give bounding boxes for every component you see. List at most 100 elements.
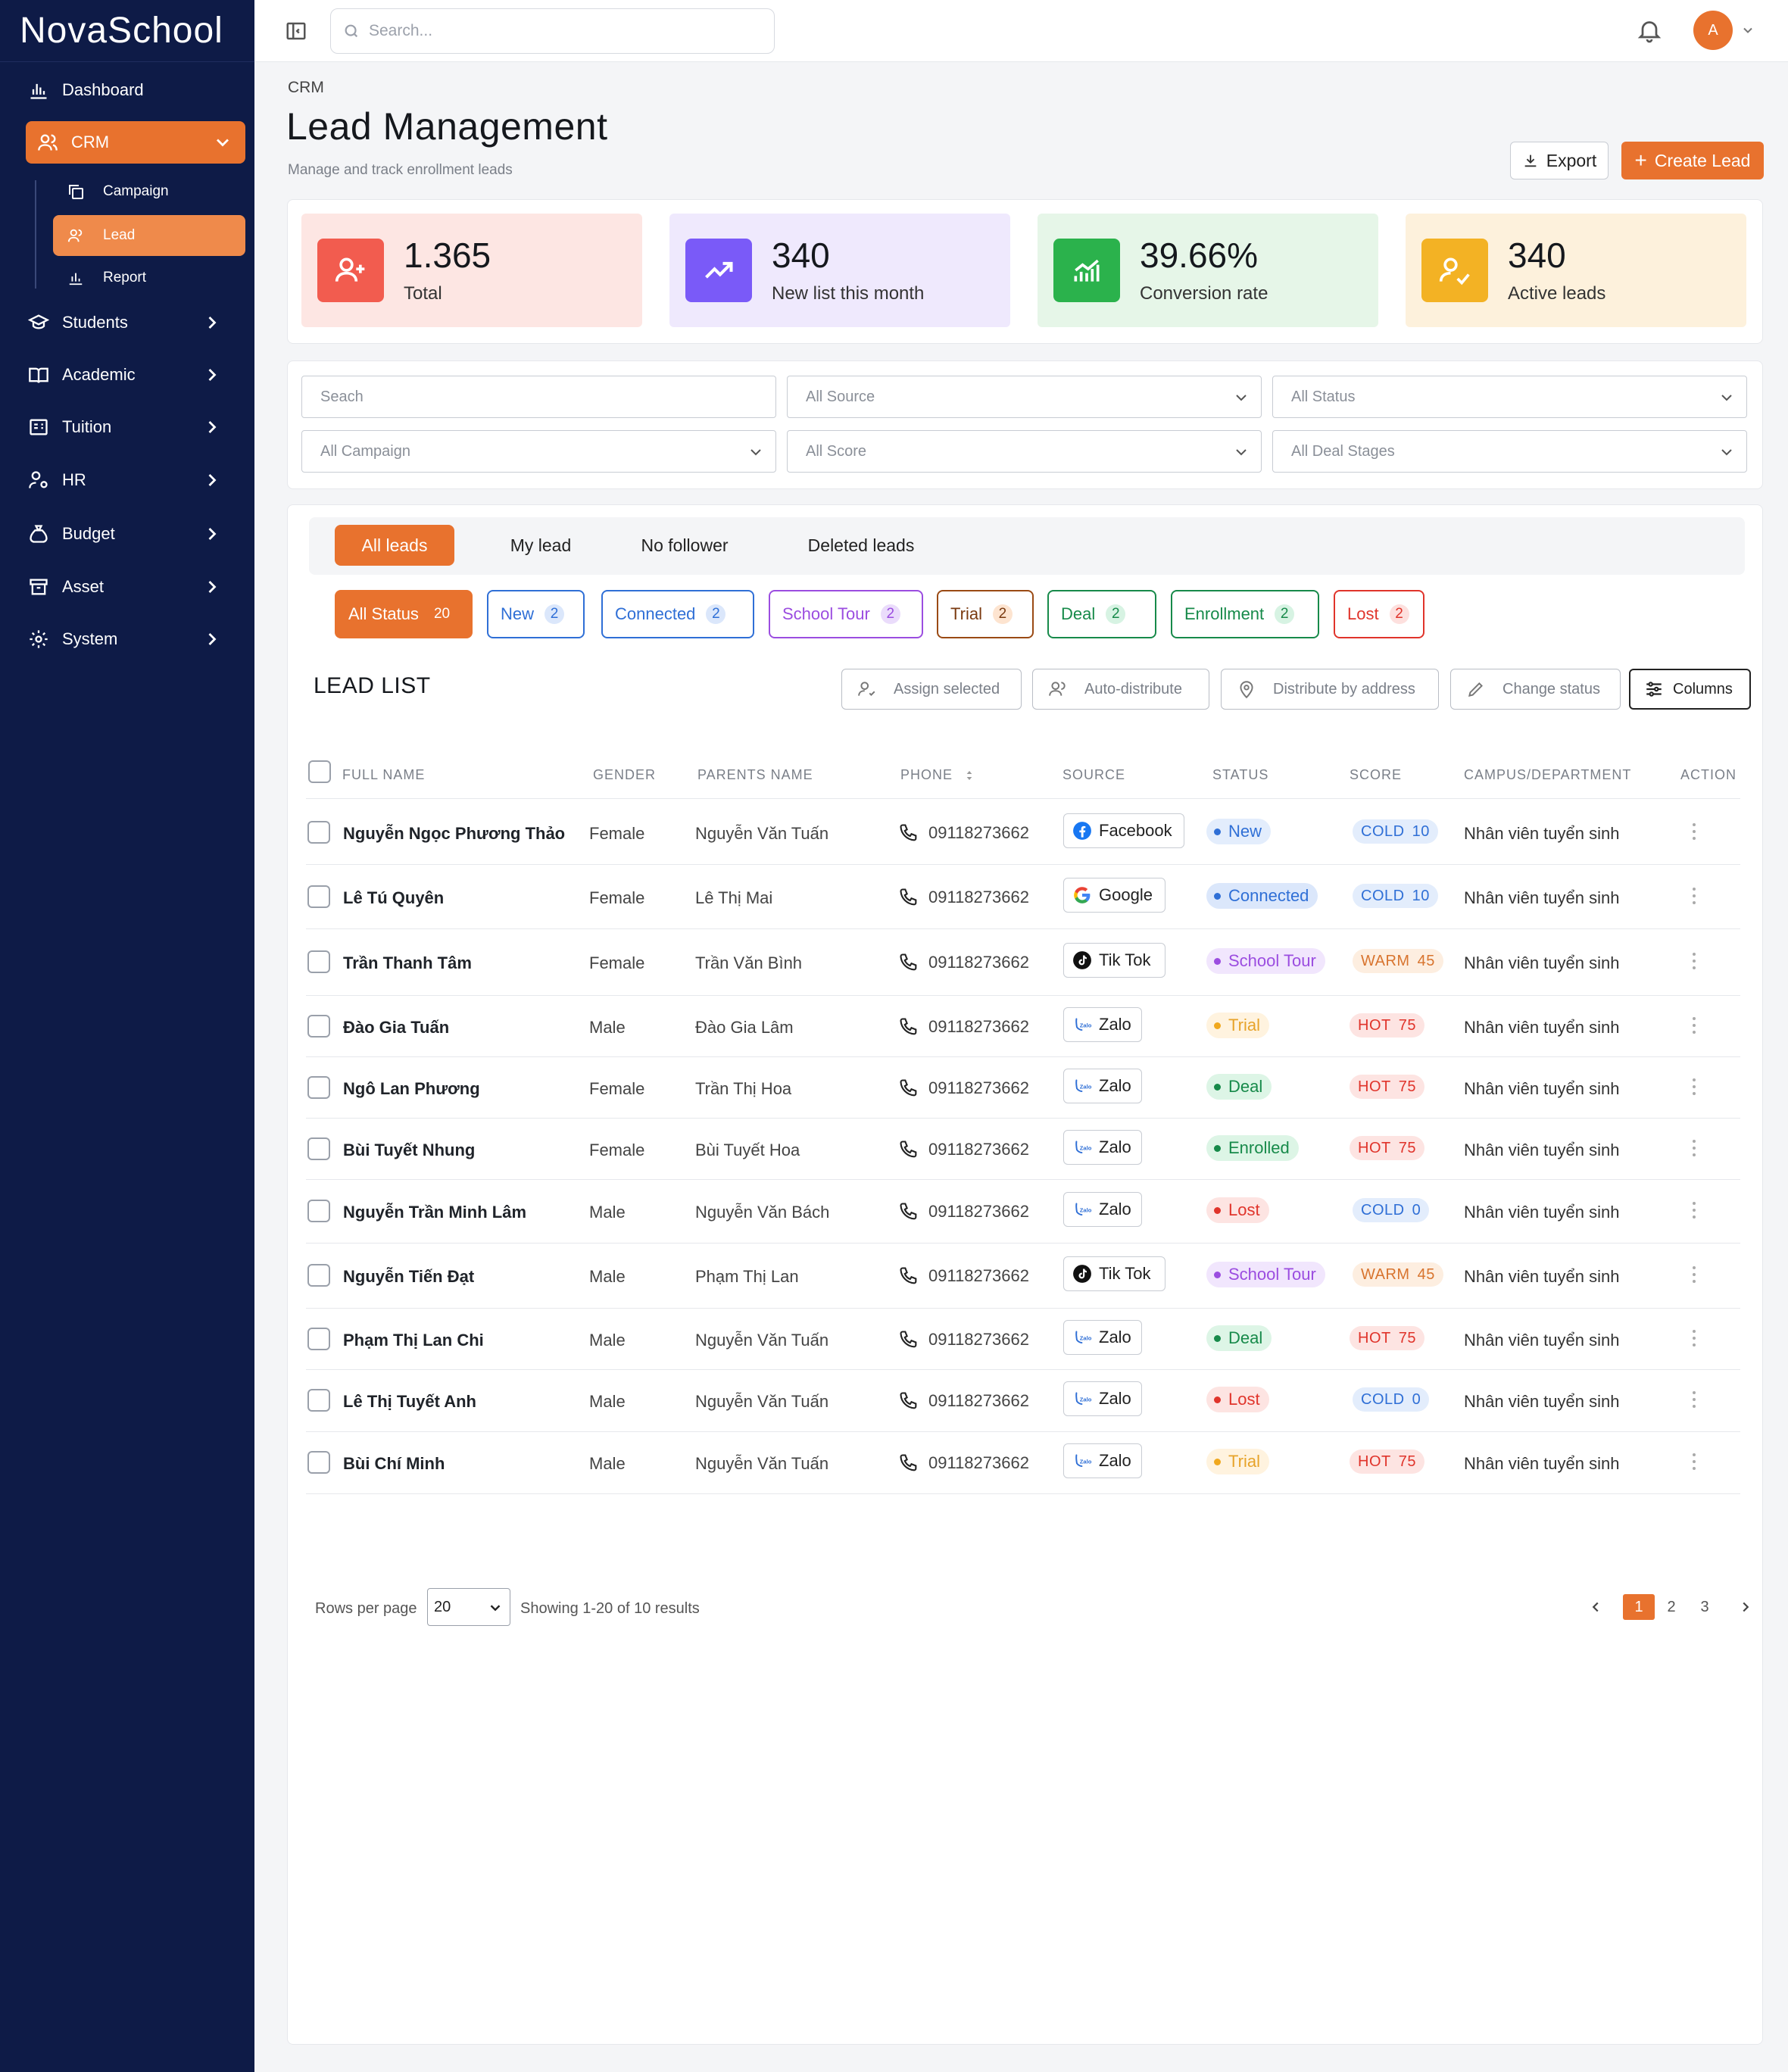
chevron-down-icon[interactable]	[1740, 23, 1755, 38]
filter-source-select[interactable]: All Source	[787, 376, 1262, 418]
rows-per-page-select[interactable]: 20	[427, 1588, 510, 1626]
column-header-source[interactable]: SOURCE	[1063, 767, 1126, 782]
page-1-button[interactable]: 1	[1623, 1594, 1655, 1620]
lead-full-name[interactable]: Nguyễn Trần Minh Lâm	[343, 1203, 527, 1222]
lead-phone[interactable]: 09118273662	[898, 1201, 1029, 1222]
lead-phone[interactable]: 09118273662	[898, 822, 1029, 844]
lead-full-name[interactable]: Bùi Chí Minh	[343, 1454, 445, 1473]
change-status-button[interactable]: Change status	[1450, 669, 1621, 710]
more-actions-icon[interactable]	[1690, 821, 1698, 842]
columns-button[interactable]: Columns	[1629, 669, 1751, 710]
lead-full-name[interactable]: Nguyễn Ngọc Phương Thảo	[343, 824, 566, 843]
table-row[interactable]: Lê Tú Quyên Female Lê Thị Mai 0911827366…	[306, 865, 1740, 929]
sidebar-toggle-icon[interactable]	[285, 20, 307, 42]
lead-full-name[interactable]: Lê Tú Quyên	[343, 888, 445, 907]
column-header-status[interactable]: STATUS	[1212, 767, 1269, 782]
lead-phone[interactable]: 09118273662	[898, 887, 1029, 908]
lead-full-name[interactable]: Lê Thị Tuyết Anh	[343, 1392, 476, 1411]
more-actions-icon[interactable]	[1690, 1015, 1698, 1036]
more-actions-icon[interactable]	[1690, 1389, 1698, 1410]
table-row[interactable]: Lê Thị Tuyết Anh Male Nguyễn Văn Tuấn 09…	[306, 1370, 1740, 1432]
more-actions-icon[interactable]	[1690, 1328, 1698, 1349]
more-actions-icon[interactable]	[1690, 885, 1698, 906]
row-checkbox[interactable]	[307, 821, 330, 844]
lead-full-name[interactable]: Bùi Tuyết Nhung	[343, 1141, 476, 1159]
lead-full-name[interactable]: Đào Gia Tuấn	[343, 1018, 450, 1037]
lead-phone[interactable]: 09118273662	[898, 1078, 1029, 1099]
sidebar-item-tuition[interactable]: Tuition	[26, 406, 245, 448]
status-chip-enrollment[interactable]: Enrollment 2	[1171, 590, 1319, 638]
more-actions-icon[interactable]	[1690, 1076, 1698, 1097]
status-chip-new[interactable]: New 2	[487, 590, 585, 638]
row-checkbox[interactable]	[307, 1389, 330, 1412]
sidebar-item-budget[interactable]: Budget	[26, 513, 245, 555]
row-checkbox[interactable]	[307, 1015, 330, 1038]
filter-search-input[interactable]: Seach	[301, 376, 776, 418]
sidebar-item-academic[interactable]: Academic	[26, 354, 245, 396]
more-actions-icon[interactable]	[1690, 1137, 1698, 1159]
table-row[interactable]: Nguyễn Tiến Đạt Male Phạm Thị Lan 091182…	[306, 1244, 1740, 1309]
lead-phone[interactable]: 09118273662	[898, 1139, 1029, 1160]
create-lead-button[interactable]: + Create Lead	[1621, 142, 1764, 179]
chevron-left-icon[interactable]	[1587, 1599, 1604, 1615]
column-header-parents-name[interactable]: PARENTS NAME	[697, 767, 813, 782]
lead-full-name[interactable]: Trần Thanh Tâm	[343, 953, 472, 972]
table-row[interactable]: Trần Thanh Tâm Female Trần Văn Bình 0911…	[306, 929, 1740, 996]
sidebar-item-asset[interactable]: Asset	[26, 566, 245, 608]
more-actions-icon[interactable]	[1690, 1200, 1698, 1221]
table-row[interactable]: Ngô Lan Phương Female Trần Thị Hoa 09118…	[306, 1057, 1740, 1119]
status-chip-connected[interactable]: Connected 2	[601, 590, 754, 638]
table-row[interactable]: Nguyễn Ngọc Phương Thảo Female Nguyễn Vă…	[306, 801, 1740, 865]
lead-phone[interactable]: 09118273662	[898, 1265, 1029, 1287]
status-chip-deal[interactable]: Deal 2	[1047, 590, 1156, 638]
tab-all-leads[interactable]: All leads	[335, 525, 454, 566]
select-all-checkbox[interactable]	[308, 760, 331, 783]
breadcrumb[interactable]: CRM	[288, 79, 324, 96]
filter-campaign-select[interactable]: All Campaign	[301, 430, 776, 473]
sidebar-item-hr[interactable]: HR	[26, 459, 245, 501]
lead-full-name[interactable]: Nguyễn Tiến Đạt	[343, 1267, 475, 1286]
status-chip-all-status[interactable]: All Status 20	[335, 590, 473, 638]
status-chip-lost[interactable]: Lost 2	[1334, 590, 1424, 638]
lead-full-name[interactable]: Phạm Thị Lan Chi	[343, 1331, 484, 1350]
table-row[interactable]: Bùi Chí Minh Male Nguyễn Văn Tuấn 091182…	[306, 1432, 1740, 1494]
lead-phone[interactable]: 09118273662	[898, 1390, 1029, 1412]
sidebar-item-students[interactable]: Students	[26, 301, 245, 344]
status-chip-trial[interactable]: Trial 2	[937, 590, 1034, 638]
tab-deleted-leads[interactable]: Deleted leads	[807, 535, 915, 555]
row-checkbox[interactable]	[307, 1137, 330, 1160]
row-checkbox[interactable]	[307, 1328, 330, 1350]
column-header-gender[interactable]: GENDER	[593, 767, 657, 782]
page-2-button[interactable]: 2	[1667, 1598, 1676, 1615]
lead-phone[interactable]: 09118273662	[898, 1453, 1029, 1474]
assign-selected-button[interactable]: Assign selected	[841, 669, 1022, 710]
lead-phone[interactable]: 09118273662	[898, 952, 1029, 973]
bell-icon[interactable]	[1636, 17, 1663, 44]
row-checkbox[interactable]	[307, 1451, 330, 1474]
sidebar-item-system[interactable]: System	[26, 618, 245, 660]
table-row[interactable]: Nguyễn Trần Minh Lâm Male Nguyễn Văn Bác…	[306, 1180, 1740, 1244]
sidebar-item-crm[interactable]: CRM	[26, 121, 245, 164]
tab-my-lead[interactable]: My lead	[510, 535, 572, 555]
column-header-phone[interactable]: PHONE	[900, 767, 975, 783]
column-header-score[interactable]: SCORE	[1350, 767, 1403, 782]
table-row[interactable]: Bùi Tuyết Nhung Female Bùi Tuyết Hoa 091…	[306, 1119, 1740, 1180]
more-actions-icon[interactable]	[1690, 1264, 1698, 1285]
row-checkbox[interactable]	[307, 950, 330, 973]
row-checkbox[interactable]	[307, 885, 330, 908]
table-row[interactable]: Phạm Thị Lan Chi Male Nguyễn Văn Tuấn 09…	[306, 1309, 1740, 1370]
filter-status-select[interactable]: All Status	[1272, 376, 1747, 418]
more-actions-icon[interactable]	[1690, 950, 1698, 972]
filter-deal-stages-select[interactable]: All Deal Stages	[1272, 430, 1747, 473]
lead-phone[interactable]: 09118273662	[898, 1016, 1029, 1038]
sidebar-subitem-report[interactable]: Report	[53, 257, 245, 298]
column-header-campus[interactable]: CAMPUS/DEPARTMENT	[1464, 767, 1632, 782]
row-checkbox[interactable]	[307, 1200, 330, 1222]
search-input[interactable]: Search...	[330, 8, 775, 54]
table-row[interactable]: Đào Gia Tuấn Male Đào Gia Lâm 0911827366…	[306, 996, 1740, 1057]
auto-distribute-button[interactable]: Auto-distribute	[1032, 669, 1209, 710]
page-3-button[interactable]: 3	[1700, 1598, 1709, 1615]
row-checkbox[interactable]	[307, 1076, 330, 1099]
distribute-by-address-button[interactable]: Distribute by address	[1221, 669, 1439, 710]
column-header-full-name[interactable]: FULL NAME	[342, 767, 426, 782]
